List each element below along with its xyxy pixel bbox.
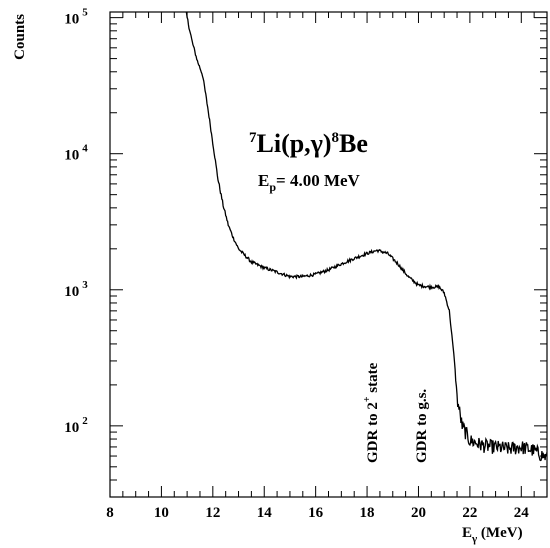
y-axis-label: Counts (12, 14, 28, 60)
x-axis-label-sub: γ (471, 533, 477, 545)
chart-subtitle: Ep= 4.00 MeV (258, 171, 361, 194)
chart-title-sup-after: 8 (332, 130, 340, 146)
x-tick-label: 14 (257, 505, 273, 521)
chart-title-sup-before: 7 (249, 130, 257, 146)
y-tick-label: 10 3 (64, 279, 88, 300)
x-tick-label: 8 (106, 505, 114, 521)
x-tick-label: 18 (360, 505, 375, 521)
chart-subtitle-rest: = 4.00 MeV (276, 171, 361, 190)
annotation-gdr-gs: GDR to g.s. (414, 389, 430, 463)
y-tick-label: 10 5 (64, 7, 88, 28)
x-tick-label: 22 (462, 505, 477, 521)
annotation-gdr-2plus-pre: GDR to 2 (365, 402, 381, 463)
x-axis-label-base: E (462, 525, 472, 541)
chart-title-main3: Be (339, 129, 368, 158)
annotation-gdr-gs-pre: GDR to g.s. (414, 389, 430, 463)
chart-title-main2: ) (323, 129, 332, 158)
y-tick-label: 10 4 (64, 143, 88, 164)
chart-title-main1: Li(p, (257, 129, 311, 158)
x-axis-label: Eγ (MeV) (462, 525, 523, 545)
x-tick-label: 12 (205, 505, 220, 521)
x-tick-label: 10 (154, 505, 169, 521)
annotation-gdr-2plus-post: state (365, 362, 381, 396)
chart-subtitle-sub: p (269, 180, 276, 194)
annotation-gdr-2plus: GDR to 2+ state (362, 362, 381, 463)
plot-frame (109, 11, 548, 498)
x-axis-tick-labels: 8 10 12 14 16 18 20 22 24 (106, 505, 529, 521)
x-axis-ticks (109, 12, 548, 497)
annotation-gdr-2plus-sup: + (362, 396, 373, 402)
spectrum-line (185, 12, 547, 462)
x-tick-label: 20 (411, 505, 426, 521)
chart-subtitle-base: E (258, 171, 269, 190)
y-axis-ticks (110, 17, 547, 498)
y-tick-label: 10 2 (64, 415, 88, 436)
chart-title-gamma: γ (310, 129, 323, 158)
chart-title: 7Li(p,γ)8Be (249, 129, 368, 158)
x-tick-label: 24 (514, 505, 530, 521)
x-axis-label-rest: (MeV) (477, 525, 522, 541)
x-tick-label: 16 (308, 505, 324, 521)
